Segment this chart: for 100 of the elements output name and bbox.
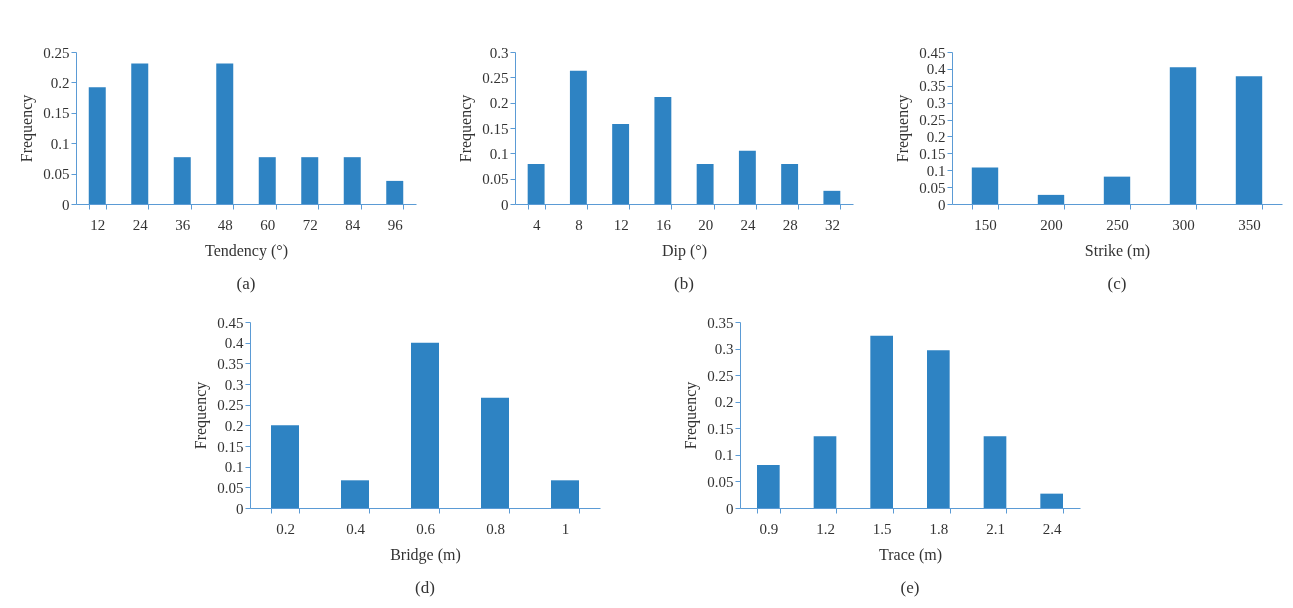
- text: (c): [1107, 274, 1127, 293]
- x-axis-title: Dip (°): [661, 241, 708, 260]
- y-tick-label: 0.3: [224, 376, 244, 393]
- x-tick-label: 350: [1238, 216, 1261, 233]
- bar: [870, 335, 893, 508]
- y-tick-label: 0.35: [707, 314, 734, 331]
- x-tick-label: 0.9: [759, 520, 779, 537]
- y-tick-label: 0.25: [217, 397, 244, 414]
- bar: [569, 70, 587, 204]
- bar: [1169, 67, 1197, 204]
- bar: [386, 180, 404, 204]
- y-tick-label: 0: [938, 196, 946, 213]
- y-tick-label: 0.2: [714, 394, 734, 411]
- bar: [813, 436, 837, 508]
- x-axis-title: Strike (m): [1084, 241, 1151, 260]
- text: (a): [236, 274, 256, 293]
- x-tick-label: 4: [532, 216, 541, 233]
- bar: [131, 63, 149, 204]
- y-tick-label: 0.25: [43, 44, 70, 61]
- x-tick-label: 24: [740, 216, 756, 233]
- y-tick-label: 0.45: [919, 44, 946, 61]
- y-axis-title: Frequency: [682, 381, 701, 450]
- x-tick-label: 0.8: [486, 520, 505, 537]
- x-tick-label: 16: [655, 216, 672, 233]
- y-tick-label: 0.15: [217, 438, 244, 455]
- y-tick-label: 0: [62, 196, 70, 213]
- y-tick-label: 0.05: [43, 166, 70, 183]
- y-tick-label: 0.1: [50, 135, 70, 152]
- y-tick-label: 0: [236, 500, 244, 517]
- x-tick-label: 1: [561, 520, 570, 537]
- x-tick-label: 48: [217, 216, 233, 233]
- x-tick-label: 28: [782, 216, 798, 233]
- x-tick-label: 24: [132, 216, 149, 233]
- y-tick-label: 0.15: [43, 105, 70, 122]
- y-tick-label: 0.15: [707, 420, 734, 437]
- x-tick-label: 12: [613, 216, 629, 233]
- bar: [696, 163, 714, 204]
- x-tick-label: 2.1: [986, 520, 1005, 537]
- x-tick-label: 2.4: [1042, 520, 1063, 537]
- x-tick-label: 96: [387, 216, 404, 233]
- bar: [551, 480, 579, 508]
- y-tick-label: 0: [501, 196, 509, 213]
- bar: [1103, 176, 1131, 204]
- bar: [481, 397, 509, 508]
- y-axis-title: Frequency: [457, 94, 476, 163]
- bar: [1040, 493, 1063, 508]
- x-tick-label: 32: [824, 216, 840, 233]
- bar: [341, 480, 369, 508]
- x-tick-label: 8: [575, 216, 583, 233]
- y-axis-title: Frequency: [18, 94, 37, 163]
- y-tick-label: 0.45: [217, 314, 244, 331]
- x-tick-label: 250: [1106, 216, 1129, 233]
- y-axis-title: Frequency: [192, 381, 211, 450]
- y-tick-label: 0.05: [919, 179, 946, 196]
- x-tick-label: 60: [260, 216, 276, 233]
- y-tick-label: 0.2: [926, 128, 946, 145]
- y-tick-label: 0.35: [919, 78, 946, 95]
- x-tick-label: 1.8: [929, 520, 949, 537]
- bar: [173, 157, 191, 204]
- x-tick-label: 300: [1172, 216, 1195, 233]
- y-tick-label: 0.2: [50, 74, 70, 91]
- x-tick-label: 12: [90, 216, 106, 233]
- bar: [757, 464, 780, 508]
- bar: [1037, 194, 1065, 204]
- y-tick-label: 0.05: [707, 473, 734, 490]
- y-tick-label: 0.2: [224, 417, 244, 434]
- x-tick-label: 1.5: [872, 520, 892, 537]
- bar: [88, 87, 106, 204]
- text: (b): [674, 274, 694, 293]
- bar: [823, 190, 841, 204]
- y-tick-label: 0.25: [919, 112, 946, 129]
- y-axis-title: Frequency: [894, 94, 913, 163]
- y-tick-label: 0.25: [707, 367, 734, 384]
- x-tick-label: 84: [345, 216, 361, 233]
- y-tick-label: 0.4: [224, 335, 244, 352]
- bar: [971, 167, 999, 204]
- x-axis-title: Tendency (°): [204, 241, 289, 260]
- text: (e): [900, 578, 920, 597]
- y-tick-label: 0.3: [714, 341, 734, 358]
- x-tick-label: 150: [974, 216, 997, 233]
- bar: [271, 425, 299, 508]
- y-tick-label: 0.3: [489, 44, 509, 61]
- bar: [738, 150, 756, 204]
- x-tick-label: 1.2: [816, 520, 835, 537]
- bar: [527, 163, 545, 204]
- x-axis-title: Bridge (m): [390, 545, 461, 564]
- y-tick-label: 0.1: [224, 459, 244, 476]
- y-tick-label: 0.1: [714, 447, 734, 464]
- y-tick-label: 0.2: [489, 95, 509, 112]
- y-tick-label: 0.05: [482, 171, 509, 188]
- bar: [258, 157, 276, 204]
- x-axis-title: Trace (m): [879, 545, 942, 564]
- y-tick-label: 0.15: [482, 120, 509, 137]
- y-tick-label: 0.1: [926, 162, 946, 179]
- bar: [983, 436, 1007, 508]
- y-tick-label: 0.35: [217, 355, 244, 372]
- bar: [301, 157, 319, 204]
- y-tick-label: 0.4: [926, 61, 946, 78]
- bar: [1235, 76, 1263, 204]
- bar: [927, 350, 950, 508]
